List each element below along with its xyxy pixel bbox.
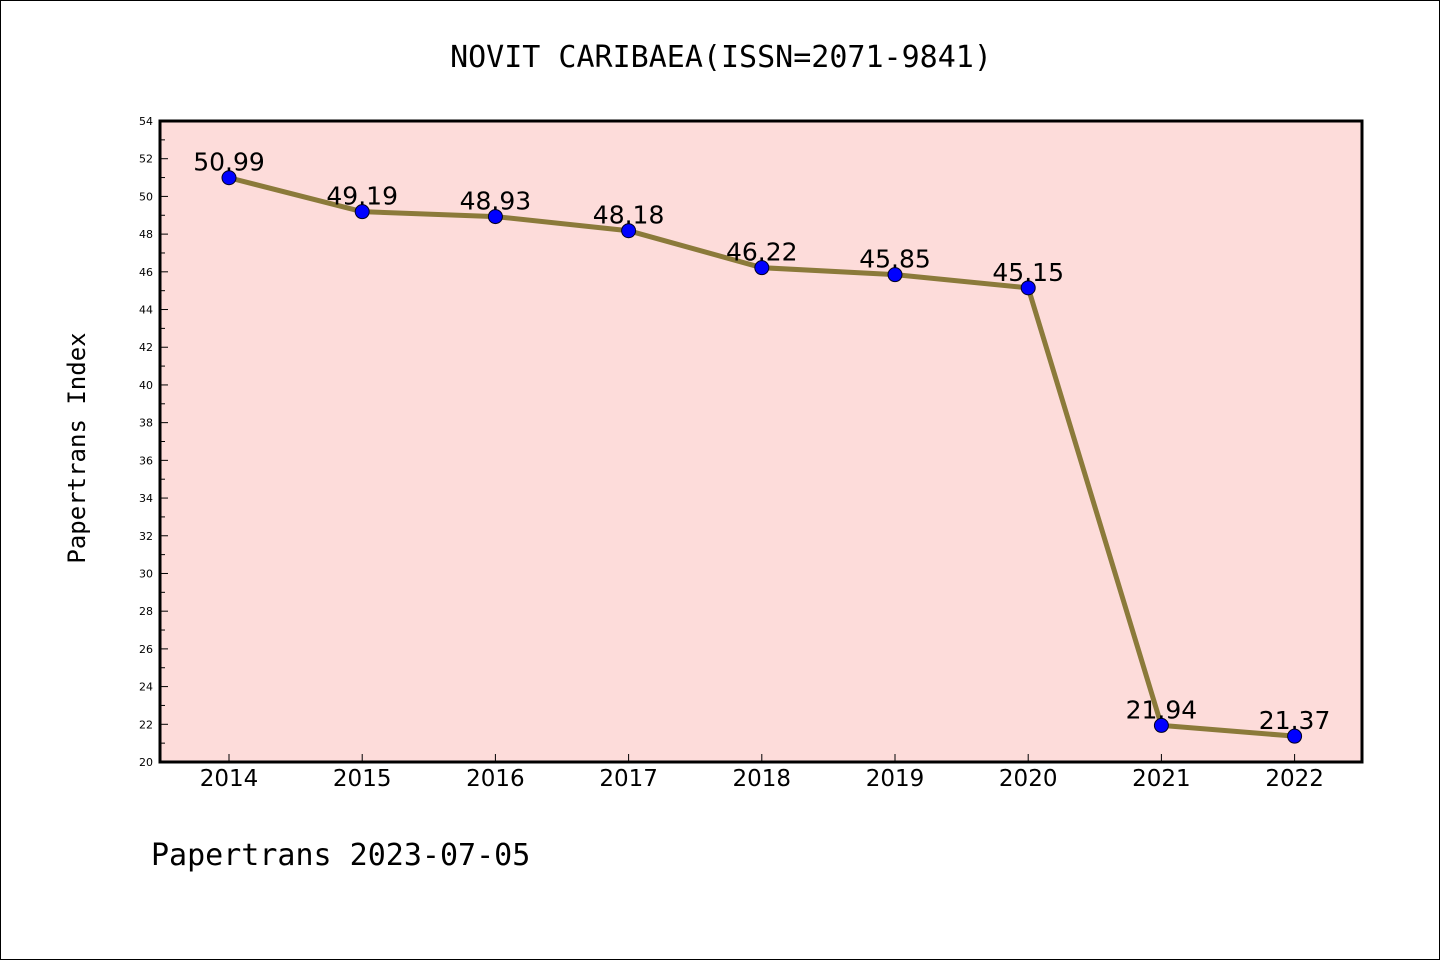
data-point-marker (1287, 728, 1303, 744)
plot-area (160, 121, 1362, 762)
data-point-marker (221, 170, 237, 186)
y-tick-label: 22 (139, 718, 153, 731)
y-tick-label: 50 (139, 190, 153, 203)
data-label: 21.94 (1126, 695, 1198, 724)
y-tick-label: 48 (139, 228, 153, 241)
x-tick-label: 2014 (200, 766, 259, 792)
y-tick-label: 26 (139, 643, 153, 656)
footer-text: Papertrans 2023-07-05 (151, 838, 530, 873)
y-tick-label: 34 (139, 492, 153, 505)
y-tick-label: 44 (139, 304, 153, 317)
data-label: 45.85 (859, 245, 931, 274)
y-tick-label: 30 (139, 567, 153, 580)
y-tick-label: 28 (139, 605, 153, 618)
data-point-marker (354, 204, 370, 220)
y-tick-label: 52 (139, 153, 153, 166)
y-tick-label: 38 (139, 417, 153, 430)
series-group: 50.99 49.19 48.93 48.18 46.22 45.85 45.15 21.94… (193, 148, 1331, 744)
data-label: 21.37 (1259, 706, 1331, 735)
data-label: 45.15 (992, 258, 1064, 287)
y-tick-label: 32 (139, 530, 153, 543)
data-point-marker (487, 209, 503, 225)
data-label: 49.19 (326, 182, 398, 211)
data-label: 48.93 (460, 187, 532, 216)
data-point-marker (621, 223, 637, 239)
x-tick-label: 2018 (733, 766, 792, 792)
y-axis-label: Papertrans Index (63, 332, 91, 563)
data-point-marker (1153, 717, 1169, 733)
x-tick-label: 2016 (466, 766, 525, 792)
plot-border (158, 119, 1364, 764)
data-label: 46.22 (726, 238, 798, 267)
x-axis: 2014 2015 2016 2017 2018 2019 2020 2021 2022 (200, 754, 1324, 792)
y-tick-label: 20 (139, 756, 153, 769)
y-tick-label: 24 (139, 681, 153, 694)
x-tick-label: 2019 (866, 766, 925, 792)
data-point-marker (887, 267, 903, 283)
data-label: 50.99 (193, 148, 265, 177)
x-tick-label: 2015 (333, 766, 392, 792)
y-tick-label: 42 (139, 341, 153, 354)
y-tick-label: 46 (139, 266, 153, 279)
y-tick-label: 54 (139, 115, 153, 128)
data-point-marker (1020, 280, 1036, 296)
x-tick-label: 2017 (599, 766, 658, 792)
data-label: 48.18 (593, 201, 665, 230)
data-point-marker (754, 260, 770, 276)
x-tick-label: 2020 (999, 766, 1058, 792)
x-tick-label: 2021 (1132, 766, 1191, 792)
y-tick-label: 40 (139, 379, 153, 392)
x-tick-label: 2022 (1265, 766, 1324, 792)
chart-title: NOVIT CARIBAEA(ISSN=2071-9841) (450, 40, 992, 75)
y-axis: 20 22 24 26 28 30 32 34 36 38 40 42 44 46 48 50 52 54 (139, 115, 168, 769)
y-tick-label: 36 (139, 454, 153, 467)
